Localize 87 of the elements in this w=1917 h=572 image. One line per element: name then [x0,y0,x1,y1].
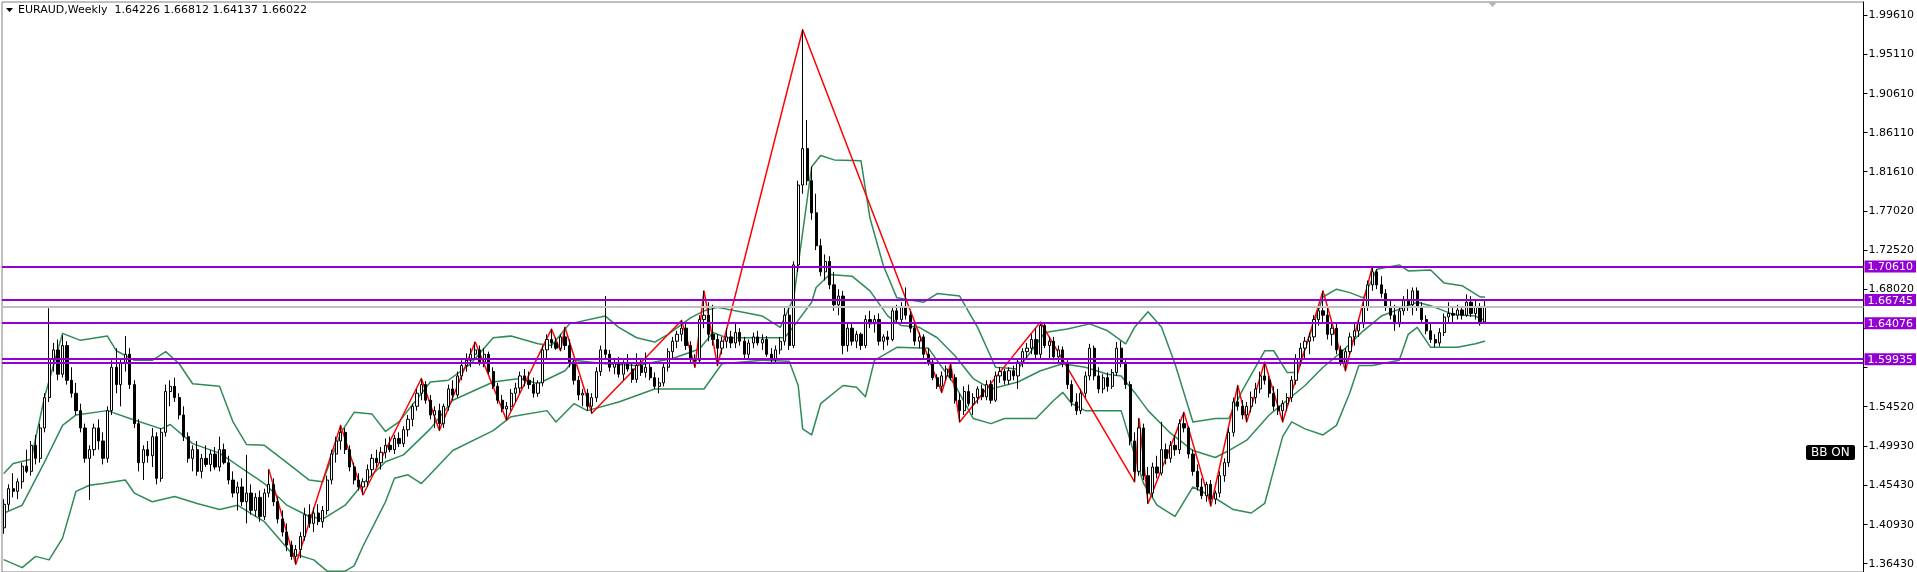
y-tick-label: 1.72520 [1868,243,1915,257]
candlestick [792,260,795,349]
y-tick-label: 1.95110 [1868,47,1915,61]
candlestick [438,403,441,432]
line-series [268,29,1374,565]
candlestick [442,403,445,429]
line-series [3,326,1486,572]
candlestick [617,356,620,379]
candlestick [1048,336,1051,360]
candlestick [756,330,759,347]
candlestick [447,384,450,412]
candlestick [945,365,948,381]
ref-line-label: 1.66745 [1867,293,1914,307]
y-tick-label: 1.86110 [1868,125,1915,139]
y-tick-label: 1.68020 [1868,282,1915,296]
candlestick [1209,479,1212,507]
candlestick [1411,286,1414,316]
candlestick [48,307,51,403]
candlestick [613,358,616,375]
candlestick [16,477,19,500]
y-tick-label: 1.90610 [1868,86,1915,100]
candlestick [294,544,297,565]
y-tick-label: 1.81610 [1868,164,1915,178]
candlestick [963,385,966,416]
candlestick [142,444,145,481]
candlestick [747,338,750,360]
candlestick [321,505,324,529]
candlestick [886,330,889,347]
candlestick [1124,359,1127,390]
candlestick [1102,373,1105,394]
line-series [3,154,1486,483]
y-tick-label: 1.77020 [1868,204,1915,218]
candlestick [1052,336,1055,361]
candlestick [290,540,293,561]
y-tick-label: 1.36430 [1868,556,1915,570]
candlestick [752,332,755,349]
line-series [3,273,1486,520]
candlestick [949,363,952,381]
candlestick [1106,371,1109,393]
candlestick [743,336,746,360]
candlestick [173,377,176,403]
candlestick [155,431,158,485]
candlestick [644,352,647,379]
candlestick [1375,268,1378,290]
candlestick [1034,327,1038,360]
candlestick [936,373,939,390]
candlestick [317,503,320,526]
candlestick [312,507,315,533]
candlestick [1438,327,1441,347]
candlestick [877,312,881,347]
candlestick [258,489,262,523]
ref-line-label: 1.59935 [1867,352,1914,366]
y-tick-label: 1.54520 [1868,399,1915,413]
candlestick [635,352,638,384]
y-tick-label: 1.45430 [1868,478,1915,492]
annotation: BB ON [1806,445,1855,460]
candlestick [738,327,741,347]
candlestick [765,335,768,358]
candlestick [891,306,894,342]
y-tick-label: 1.40930 [1868,517,1915,531]
candlestick [770,347,773,365]
candlestick [774,345,777,363]
candlestick [1205,481,1208,503]
candlestick [1451,306,1455,323]
candlestick [169,379,172,407]
candlestick [981,384,984,401]
candlestick [196,440,199,477]
ref-line-label: 1.70610 [1867,260,1914,274]
candlestick [590,392,593,414]
candlestick [308,503,311,529]
candlestick [586,388,589,412]
candlestick [424,380,427,405]
candlestick [1245,401,1248,423]
ref-line-label: 1.64076 [1867,316,1914,330]
candlestick [940,371,943,393]
candlestick [1007,366,1011,386]
candlestick [1241,399,1244,420]
candlestick [1079,388,1082,415]
candlestick [1371,266,1374,292]
candlestick [904,286,907,321]
chart-title: EURAUD,Weekly 1.64226 1.66812 1.64137 1.66022 [18,3,307,17]
candlestick [922,333,925,360]
candlestick [12,472,15,498]
candlestick [1075,392,1078,416]
y-tick-label: 1.49930 [1868,439,1915,453]
candlestick [1057,345,1060,363]
y-tick-label: 1.99610 [1868,8,1915,22]
